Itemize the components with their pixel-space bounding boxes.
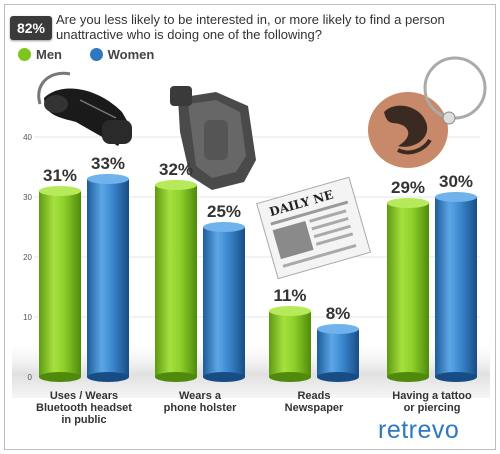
value-label: 25% <box>207 202 241 221</box>
category-label: in public <box>61 414 106 426</box>
value-label: 8% <box>326 304 351 323</box>
bar-women-1 <box>203 227 245 377</box>
bar-top-women-1 <box>203 222 245 232</box>
bar-top-men-3 <box>387 198 429 208</box>
bar-top-men-1 <box>155 180 197 190</box>
value-label: 31% <box>43 166 77 185</box>
category-label: phone holster <box>164 402 237 414</box>
bar-men-1 <box>155 185 197 377</box>
bar-base-women-1 <box>203 372 245 382</box>
bar-men-3 <box>387 203 429 377</box>
bar-base-women-2 <box>317 372 359 382</box>
retrevo-logo: retrevo <box>378 416 460 444</box>
category-label: Newspaper <box>285 402 344 414</box>
survey-question: Are you less likely to be interested in,… <box>56 12 445 42</box>
y-tick-label: 10 <box>23 313 32 322</box>
bar-men-0 <box>39 191 81 377</box>
category-label: Having a tattoo <box>392 390 472 402</box>
bar-base-men-2 <box>269 372 311 382</box>
category-label: Uses / Wears <box>50 390 118 402</box>
value-label: 11% <box>273 286 306 305</box>
bar-base-men-3 <box>387 372 429 382</box>
y-tick-label: 20 <box>23 253 32 262</box>
legend-item-women: Women <box>89 47 155 63</box>
percent-badge: 82% <box>10 16 52 40</box>
tattoo-piercing-icon <box>368 56 487 168</box>
chart-legend: Men Women <box>18 46 178 64</box>
bar-top-women-0 <box>87 174 129 184</box>
bar-top-men-0 <box>39 186 81 196</box>
bar-base-men-1 <box>155 372 197 382</box>
legend-item-men: Men <box>18 47 62 62</box>
y-tick-label: 0 <box>28 373 33 382</box>
category-label: Wears a <box>179 390 222 402</box>
bar-top-women-2 <box>317 324 359 334</box>
bar-top-men-2 <box>269 306 311 316</box>
bar-women-3 <box>435 197 477 377</box>
value-label: 33% <box>91 154 125 173</box>
y-tick-label: 40 <box>23 133 32 142</box>
legend-label-men: Men <box>36 47 62 63</box>
newspaper-icon: DAILY NE <box>256 176 372 280</box>
category-label: Bluetooth headset <box>36 402 132 414</box>
bar-base-women-3 <box>435 372 477 382</box>
bar-base-women-0 <box>87 372 129 382</box>
legend-swatch-men <box>18 48 31 62</box>
value-label: 32% <box>159 160 193 179</box>
legend-label-women: Women <box>107 47 155 63</box>
category-label: or piercing <box>404 402 461 414</box>
bar-women-0 <box>87 179 129 377</box>
bar-men-2 <box>269 311 311 377</box>
bar-base-men-0 <box>39 372 81 382</box>
bar-top-women-3 <box>435 192 477 202</box>
bluetooth-headset-icon <box>37 71 132 146</box>
legend-swatch-women <box>89 48 103 62</box>
phone-holster-icon <box>170 86 256 190</box>
value-label: 29% <box>391 178 425 197</box>
y-tick-label: 30 <box>23 193 32 202</box>
bar-women-2 <box>317 329 359 377</box>
value-label: 30% <box>439 172 473 191</box>
category-label: Reads <box>297 390 330 402</box>
